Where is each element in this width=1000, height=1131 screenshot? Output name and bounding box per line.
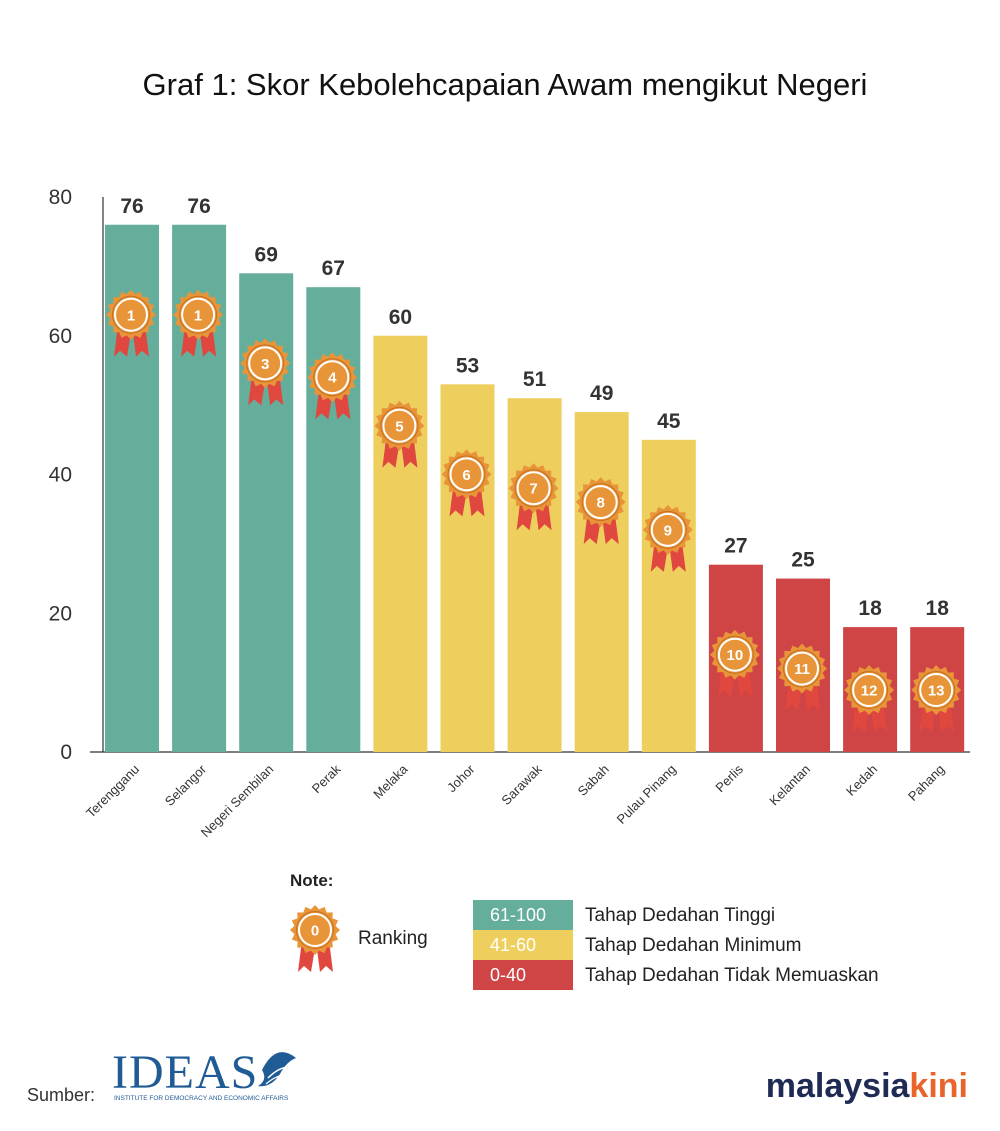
x-tick-label: Pahang bbox=[905, 762, 947, 804]
legend-range: 0-40 bbox=[490, 965, 526, 985]
rank-number: 5 bbox=[395, 418, 403, 435]
rank-number: 6 bbox=[462, 467, 470, 484]
value-label: 53 bbox=[456, 354, 479, 377]
rank-number: 0 bbox=[311, 923, 319, 940]
x-tick-label: Melaka bbox=[370, 761, 411, 802]
malaysiakini-logo: malaysiakini bbox=[766, 1067, 968, 1105]
rank-medal: 0 bbox=[290, 905, 340, 972]
value-label: 18 bbox=[926, 597, 950, 620]
bar-melaka bbox=[373, 335, 428, 752]
rank-number: 3 bbox=[261, 356, 269, 373]
x-tick-label: Johor bbox=[444, 761, 478, 795]
x-tick-label: Kelantan bbox=[766, 762, 813, 809]
note-title: Note: bbox=[290, 871, 333, 890]
rank-medal: 13 bbox=[911, 665, 962, 732]
rank-medal: 11 bbox=[777, 643, 827, 711]
x-tick-label: Selangor bbox=[162, 761, 210, 809]
x-tick-label: Sarawak bbox=[498, 761, 545, 808]
rank-medal: 1 bbox=[173, 289, 224, 357]
rank-number: 7 bbox=[529, 481, 537, 498]
legend-label: Tahap Dedahan Minimum bbox=[585, 935, 802, 956]
rank-number: 1 bbox=[127, 307, 135, 324]
chart-title: Graf 1: Skor Kebolehcapaian Awam mengiku… bbox=[143, 67, 868, 102]
x-tick-label: Kedah bbox=[843, 762, 880, 799]
source-label: Sumber: bbox=[27, 1085, 95, 1105]
rank-medal: 10 bbox=[709, 629, 760, 697]
rank-medal: 12 bbox=[844, 665, 895, 732]
rank-number: 10 bbox=[727, 647, 744, 664]
rank-medal: 9 bbox=[642, 504, 693, 572]
rank-medal: 5 bbox=[374, 400, 425, 468]
y-tick-label: 80 bbox=[49, 186, 72, 209]
rank-medal: 4 bbox=[307, 352, 358, 420]
value-label: 45 bbox=[657, 410, 681, 433]
y-tick-label: 20 bbox=[49, 602, 72, 625]
rank-medal: 8 bbox=[575, 477, 626, 545]
rank-number: 9 bbox=[664, 522, 672, 539]
legend-range: 41-60 bbox=[490, 935, 536, 955]
legend-label: Tahap Dedahan Tinggi bbox=[585, 905, 775, 926]
legend: 61-100 Tahap Dedahan Tinggi 41-60 Tahap Ded… bbox=[473, 900, 879, 990]
value-label: 76 bbox=[187, 195, 210, 218]
legend-range: 61-100 bbox=[490, 905, 546, 925]
brand-part1: malaysia bbox=[766, 1067, 911, 1105]
legend-swatch-tidak bbox=[473, 960, 573, 990]
ideas-logo: IDEAS bbox=[112, 1046, 258, 1099]
value-label: 18 bbox=[858, 597, 882, 620]
y-axis-ticks: 0 20 40 60 80 bbox=[49, 186, 72, 764]
rank-number: 1 bbox=[194, 307, 202, 324]
bar-pulau-pinang bbox=[641, 439, 696, 752]
ranking-label: Ranking bbox=[358, 928, 428, 949]
rank-medal: 3 bbox=[240, 338, 291, 406]
rank-number: 4 bbox=[328, 370, 337, 387]
bar-sarawak bbox=[507, 398, 562, 752]
bar-sabah bbox=[574, 412, 629, 752]
value-label: 49 bbox=[590, 382, 613, 405]
ideas-subtitle: INSTITUTE FOR DEMOCRACY AND ECONOMIC AFF… bbox=[114, 1095, 289, 1102]
legend-swatch-tinggi bbox=[473, 900, 573, 930]
legend-swatch-minimum bbox=[473, 930, 573, 960]
rank-number: 8 bbox=[597, 495, 605, 512]
value-label: 25 bbox=[791, 549, 815, 572]
x-tick-label: Pulau Pinang bbox=[614, 762, 679, 827]
legend-label: Tahap Dedahan Tidak Memuaskan bbox=[585, 965, 879, 986]
y-tick-label: 60 bbox=[49, 325, 72, 348]
value-label: 51 bbox=[523, 368, 547, 391]
x-tick-label: Perak bbox=[309, 761, 344, 796]
value-label: 76 bbox=[120, 195, 143, 218]
rank-medal: 1 bbox=[106, 289, 156, 357]
rank-number: 13 bbox=[928, 683, 945, 700]
x-tick-label: Terengganu bbox=[83, 762, 142, 821]
y-tick-label: 0 bbox=[60, 741, 72, 764]
brand-part2: kini bbox=[909, 1067, 968, 1105]
value-label: 60 bbox=[389, 306, 412, 329]
x-tick-label: Sabah bbox=[575, 762, 612, 799]
value-label: 27 bbox=[724, 535, 747, 558]
bar-johor bbox=[440, 384, 495, 752]
note-medal-icon: 0 bbox=[290, 905, 340, 972]
value-label: 67 bbox=[322, 257, 345, 280]
rank-medal: 7 bbox=[508, 463, 559, 531]
ideas-bird-icon bbox=[258, 1052, 296, 1087]
value-label: 69 bbox=[255, 243, 278, 266]
rank-number: 12 bbox=[861, 683, 878, 700]
x-tick-label: Negeri Sembilan bbox=[198, 762, 277, 841]
rank-medal: 6 bbox=[441, 449, 492, 517]
x-tick-label: Perlis bbox=[712, 761, 746, 795]
y-tick-label: 40 bbox=[49, 464, 72, 487]
rank-number: 11 bbox=[794, 661, 810, 678]
